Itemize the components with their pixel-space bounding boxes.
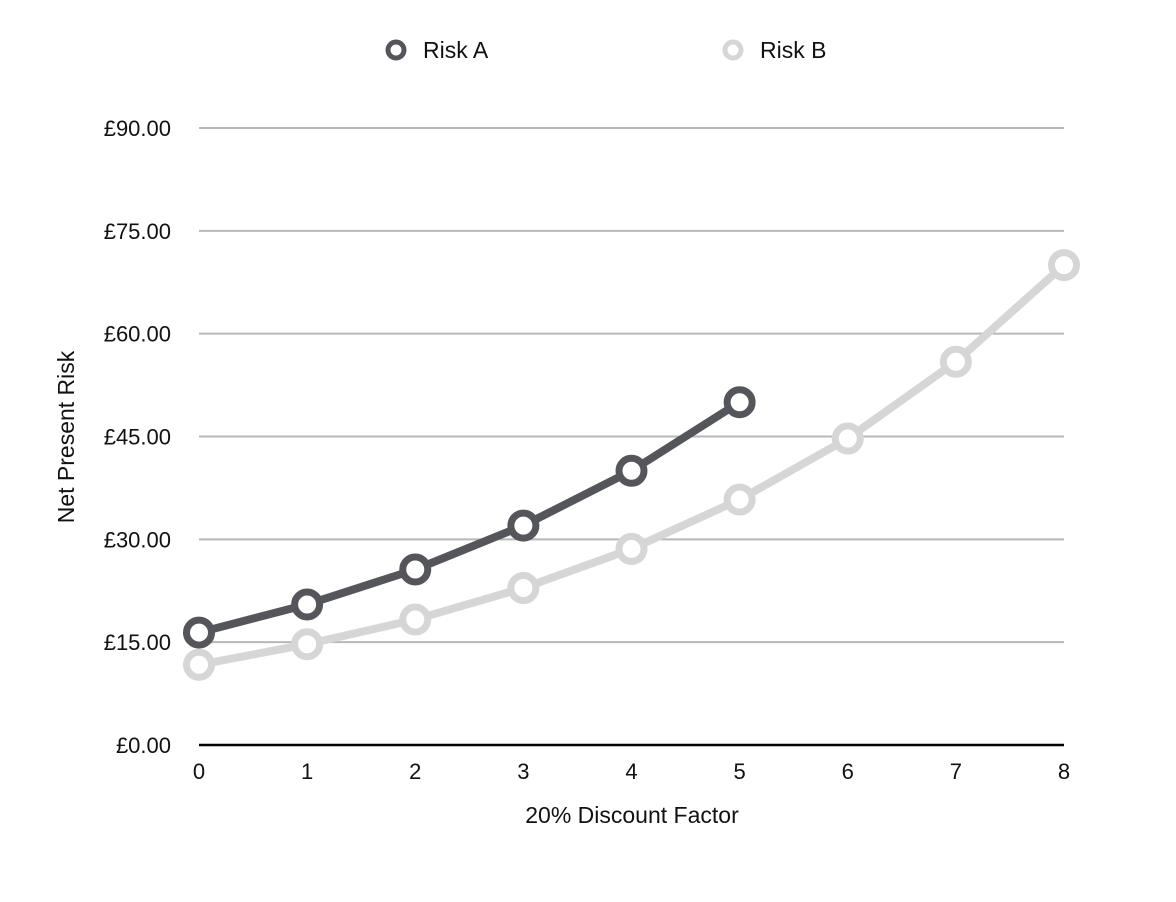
series-risk-b [183,249,1080,681]
legend-item: Risk B [722,37,826,63]
y-tick-label: £75.00 [104,219,171,244]
y-tick-label: £45.00 [104,425,171,450]
data-point [615,454,648,487]
x-axis-title: 20% Discount Factor [525,802,739,828]
x-tick-label: 1 [301,759,313,784]
data-point [1048,249,1080,282]
y-axis-title: Net Present Risk [53,350,79,523]
data-point [723,386,756,419]
legend-marker [385,39,407,61]
x-tick-label: 6 [842,759,854,784]
gridlines [199,127,1064,747]
data-point [399,553,432,586]
x-tick-label: 8 [1058,759,1070,784]
data-point [831,422,864,455]
data-point [507,509,540,542]
x-axis-ticks: 0 1 2 3 4 5 6 7 8 [193,759,1070,784]
legend-label: Risk A [423,37,489,63]
data-point [183,648,215,681]
data-point [183,616,215,649]
x-tick-label: 4 [625,759,637,784]
series-line [195,398,744,637]
legend-label: Risk B [760,37,826,63]
x-tick-label: 0 [193,759,205,784]
data-point [291,588,324,621]
legend: Risk A Risk B [385,37,826,63]
y-tick-label: £30.00 [104,527,171,552]
y-axis-ticks: £0.00 £15.00 £30.00 £45.00 £60.00 £75.00 £90.0… [104,116,171,758]
data-point [939,345,972,378]
x-tick-label: 7 [950,759,962,784]
data-point [615,532,648,565]
x-tick-label: 2 [409,759,421,784]
series-risk-a [183,386,756,649]
data-point [291,628,324,661]
x-tick-label: 3 [517,759,529,784]
x-tick-label: 5 [734,759,746,784]
legend-item: Risk A [385,37,489,63]
data-point [723,483,756,516]
y-tick-label: £15.00 [104,630,171,655]
y-tick-label: £60.00 [104,322,171,347]
y-tick-label: £90.00 [104,116,171,141]
data-point [399,603,432,636]
data-point [507,572,540,605]
series-layer [183,249,1080,681]
y-tick-label: £0.00 [116,733,171,758]
legend-marker [722,39,744,61]
